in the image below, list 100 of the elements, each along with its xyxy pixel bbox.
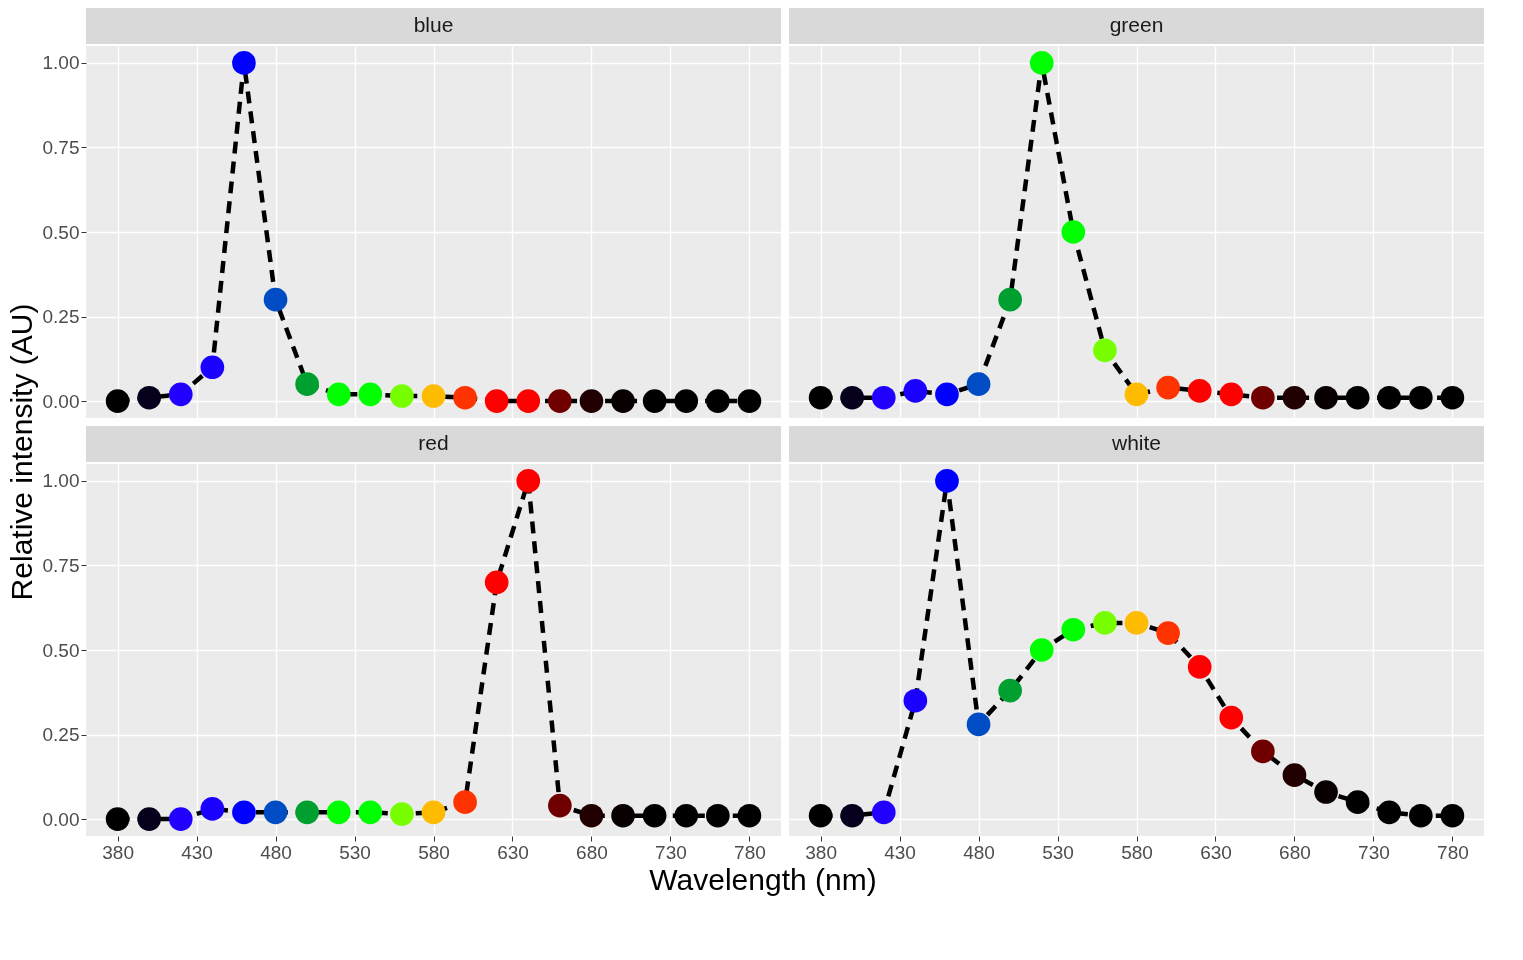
point	[1187, 655, 1212, 679]
point	[840, 385, 865, 410]
point	[1061, 220, 1086, 244]
point	[295, 372, 319, 396]
x-tick-label: 680	[576, 841, 608, 863]
chart-title: white	[1110, 431, 1162, 454]
y-tick-label: 0.25	[42, 306, 80, 328]
point	[1314, 385, 1338, 410]
point	[642, 389, 667, 413]
point	[1187, 379, 1212, 403]
point	[232, 800, 256, 825]
point	[808, 803, 833, 828]
point	[903, 379, 928, 403]
point	[674, 389, 699, 413]
point	[1061, 617, 1086, 642]
chart-title: green	[1109, 13, 1164, 36]
point	[737, 803, 762, 828]
y-tick-label: 1.00	[42, 470, 80, 492]
point	[737, 389, 762, 413]
point	[1282, 385, 1307, 410]
point	[808, 385, 833, 410]
y-axis-title: Relative intensity (AU)	[5, 303, 39, 601]
point	[295, 800, 319, 825]
point	[168, 382, 193, 407]
point	[966, 372, 991, 396]
point	[390, 384, 414, 408]
x-tick-label: 530	[1042, 841, 1074, 863]
x-tick-label: 430	[181, 841, 213, 863]
point	[358, 382, 383, 407]
point	[1124, 382, 1149, 407]
point	[935, 469, 959, 493]
y-tick-label: 0.50	[42, 639, 80, 661]
x-tick-label: 380	[805, 841, 837, 863]
point	[1251, 385, 1275, 410]
point	[611, 389, 635, 413]
point	[1219, 705, 1244, 730]
x-axis-title: Wavelength (nm)	[649, 863, 877, 896]
point	[326, 800, 351, 825]
point	[674, 803, 699, 828]
point	[642, 803, 667, 828]
point	[871, 385, 896, 410]
point	[105, 807, 130, 831]
point	[1314, 780, 1338, 804]
point	[484, 389, 509, 413]
point	[1251, 739, 1275, 764]
y-tick-label: 0.75	[42, 554, 80, 576]
point	[1093, 611, 1117, 635]
point	[484, 570, 509, 595]
point	[516, 389, 541, 413]
x-tick-label: 730	[1358, 841, 1390, 863]
x-tick-label: 430	[884, 841, 916, 863]
point	[263, 800, 288, 825]
point	[1377, 385, 1402, 410]
x-tick-label: 780	[734, 841, 766, 863]
point	[137, 385, 162, 410]
point	[421, 800, 446, 825]
x-tick-label: 630	[497, 841, 529, 863]
point	[705, 803, 730, 828]
x-tick-label: 480	[260, 841, 292, 863]
x-tick-label: 730	[655, 841, 687, 863]
point	[705, 389, 730, 413]
x-tick-label: 680	[1279, 841, 1311, 863]
y-tick-label: 0.50	[42, 221, 80, 243]
chart-title: blue	[413, 13, 454, 36]
point	[263, 287, 288, 312]
point	[548, 389, 572, 413]
x-tick-label: 630	[1200, 841, 1232, 863]
point	[1156, 621, 1180, 645]
y-tick-label: 0.00	[42, 390, 80, 412]
point	[200, 355, 225, 380]
x-tick-label: 580	[418, 841, 450, 863]
x-tick-label: 780	[1437, 841, 1469, 863]
point	[516, 469, 541, 493]
y-tick-label: 1.00	[42, 52, 80, 74]
point	[579, 803, 604, 828]
point	[137, 807, 162, 831]
y-tick-label: 0.25	[42, 724, 80, 746]
point	[105, 389, 130, 413]
point	[421, 384, 446, 408]
point	[453, 385, 477, 410]
point	[840, 803, 865, 828]
point	[1029, 638, 1054, 662]
point	[1093, 338, 1117, 363]
point	[871, 800, 896, 825]
point	[390, 802, 414, 826]
point	[903, 688, 928, 713]
point	[998, 678, 1022, 703]
y-tick-label: 0.00	[42, 808, 80, 830]
point	[1124, 611, 1149, 635]
point	[548, 793, 572, 818]
point	[935, 382, 959, 407]
x-tick-label: 580	[1121, 841, 1153, 863]
point	[966, 712, 991, 737]
point	[1440, 385, 1465, 410]
point	[579, 389, 604, 413]
point	[1345, 385, 1370, 410]
point	[998, 287, 1022, 312]
point	[1156, 375, 1180, 400]
point	[1219, 382, 1244, 407]
x-tick-label: 380	[102, 841, 134, 863]
